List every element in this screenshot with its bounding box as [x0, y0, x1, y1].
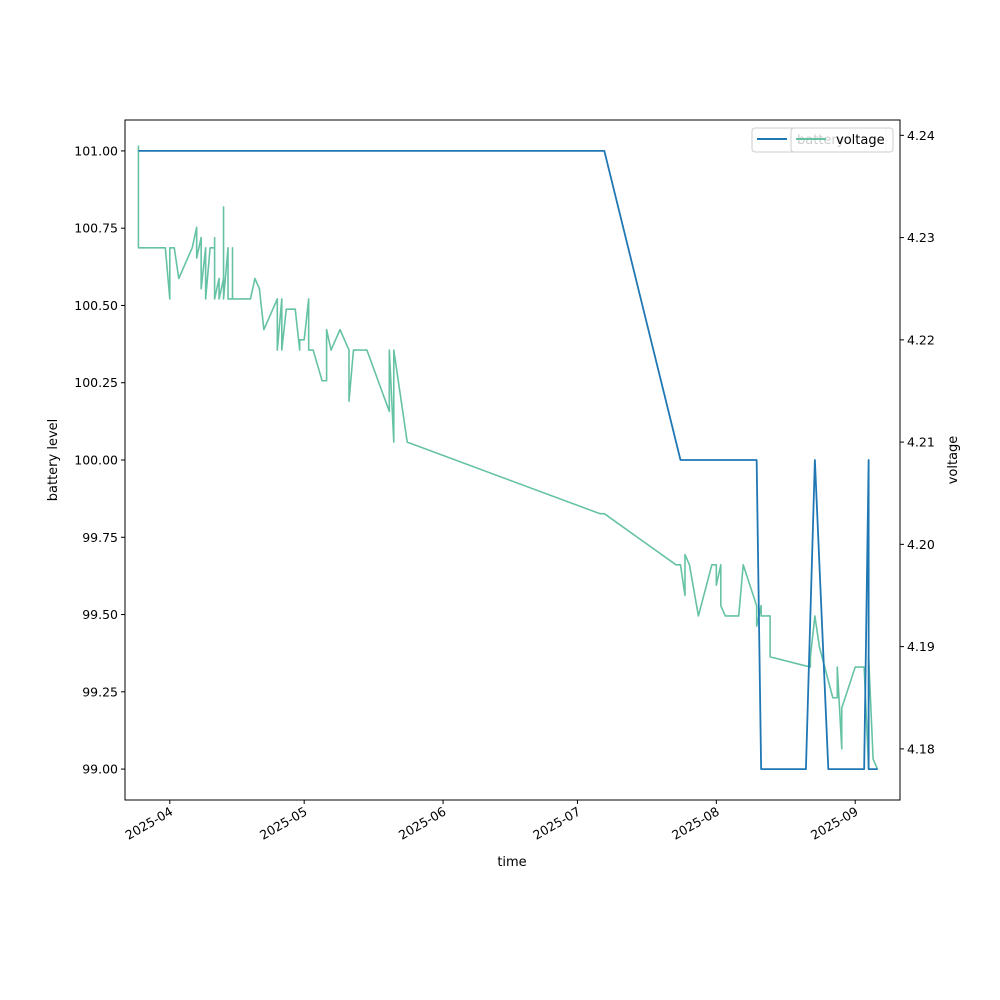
- left-y-tick-label: 100.50: [74, 298, 118, 313]
- right-y-axis-label: voltage: [946, 436, 961, 485]
- left-y-tick-label: 100.75: [74, 221, 118, 236]
- voltage-legend-label: voltage: [836, 133, 885, 148]
- battery-series-layer: [138, 150, 878, 770]
- voltage-legend: voltage: [790, 127, 894, 153]
- left-y-tick-label: 101.00: [74, 143, 118, 158]
- left-y-tick-label: 99.75: [82, 530, 118, 545]
- left-y-tick-label: 99.25: [82, 684, 118, 699]
- voltage-series-line: [137, 145, 879, 771]
- right-y-axis: 4.18 4.19 4.20 4.21 4.22 4.23 4.24: [900, 128, 935, 756]
- right-y-tick-label: 4.19: [907, 639, 935, 654]
- right-y-tick-label: 4.18: [907, 741, 935, 756]
- left-y-tick-label: 100.25: [74, 375, 118, 390]
- voltage-series-layer: [137, 145, 879, 771]
- right-y-tick-label: 4.23: [907, 230, 935, 245]
- left-y-axis: 99.00 99.25 99.50 99.75 100.00 100.25 100.50 10…: [74, 143, 125, 777]
- right-y-tick-label: 4.20: [907, 537, 935, 552]
- left-y-tick-label: 99.00: [82, 762, 118, 777]
- left-y-tick-label: 100.00: [74, 453, 118, 468]
- left-y-axis-label: battery level: [46, 419, 61, 502]
- right-y-tick-label: 4.22: [907, 332, 935, 347]
- x-axis-label: time: [497, 855, 526, 870]
- right-y-tick-label: 4.24: [907, 128, 935, 143]
- right-y-tick-label: 4.21: [907, 435, 935, 450]
- voltage-legend-box: [790, 127, 894, 153]
- battery-series-line: [138, 150, 878, 770]
- left-y-tick-label: 99.50: [82, 607, 118, 622]
